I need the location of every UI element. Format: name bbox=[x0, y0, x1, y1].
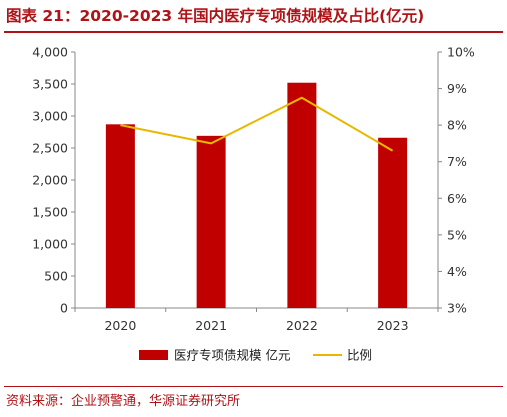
left-tick-label: 2,500 bbox=[32, 141, 68, 156]
right-tick-label: 10% bbox=[447, 45, 475, 60]
right-tick-label: 5% bbox=[447, 227, 467, 242]
left-y-axis: 0 500 1,000 1,500 2,000 2,500 3,000 3,500 4,000 bbox=[32, 45, 76, 316]
right-tick-label: 3% bbox=[447, 301, 467, 316]
ratio-line-series bbox=[120, 96, 394, 152]
left-tick-label: 4,000 bbox=[32, 45, 68, 60]
legend-bar-label: 医疗专项债规模 亿元 bbox=[174, 348, 290, 363]
bar bbox=[196, 135, 226, 308]
left-tick-label: 1,500 bbox=[32, 205, 68, 220]
left-tick-label: 500 bbox=[44, 269, 68, 284]
combo-chart: 05001,0001,5002,0002,5003,0003,5004,000 … bbox=[32, 45, 475, 363]
left-tick-label: 3,000 bbox=[32, 109, 68, 124]
x-tick-label: 2021 bbox=[195, 318, 227, 333]
left-tick-label: 2,000 bbox=[32, 173, 68, 188]
legend-bar-swatch bbox=[139, 350, 168, 360]
legend: 医疗专项债规模 亿元 比例 bbox=[139, 348, 372, 363]
right-y-axis: 3% 4% 5% 6% 7% 8% 9% 10% bbox=[437, 45, 475, 316]
bar bbox=[287, 82, 317, 308]
title-divider bbox=[4, 31, 503, 33]
chart-title: 图表 21：2020-2023 年国内医疗专项债规模及占比(亿元) bbox=[6, 7, 425, 25]
left-tick-label: 0 bbox=[60, 301, 68, 316]
right-tick-label: 4% bbox=[447, 264, 467, 279]
bar-series bbox=[105, 82, 408, 308]
ratio-line bbox=[120, 96, 394, 152]
right-tick-label: 6% bbox=[447, 191, 467, 206]
x-tick-label: 2023 bbox=[377, 318, 409, 333]
legend-line-label: 比例 bbox=[347, 348, 372, 363]
source-note: 资料来源：企业预警通，华源证券研究所 bbox=[6, 394, 241, 409]
bar bbox=[105, 124, 135, 308]
x-tick-label: 2020 bbox=[104, 318, 136, 333]
x-axis: 2020 2021 2022 2023 bbox=[74, 307, 439, 333]
right-tick-label: 9% bbox=[447, 81, 467, 96]
source-divider bbox=[4, 386, 503, 387]
left-tick-label: 1,000 bbox=[32, 237, 68, 252]
x-tick-label: 2022 bbox=[286, 318, 318, 333]
left-tick-label: 3,500 bbox=[32, 77, 68, 92]
right-tick-label: 7% bbox=[447, 154, 467, 169]
right-tick-label: 8% bbox=[447, 118, 467, 133]
bar bbox=[378, 137, 408, 308]
